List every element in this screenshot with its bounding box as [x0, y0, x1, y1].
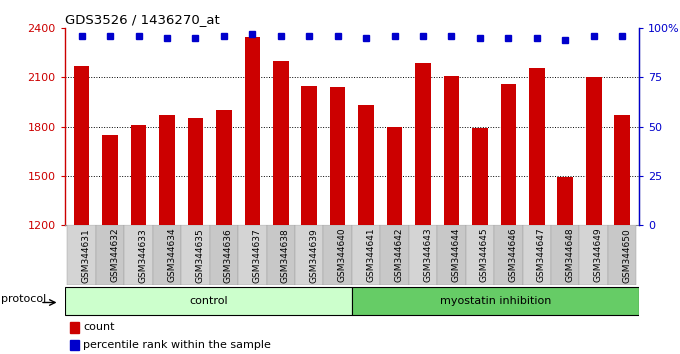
- Text: GDS3526 / 1436270_at: GDS3526 / 1436270_at: [65, 13, 220, 26]
- Text: GSM344634: GSM344634: [167, 228, 176, 282]
- Text: GSM344644: GSM344644: [452, 228, 460, 282]
- Text: count: count: [83, 322, 114, 332]
- Bar: [330, 87, 345, 225]
- Bar: [500, 84, 516, 225]
- Text: GSM344641: GSM344641: [366, 228, 375, 282]
- Bar: [494, 225, 522, 285]
- Bar: [529, 68, 545, 225]
- Bar: [70, 322, 79, 333]
- Text: percentile rank within the sample: percentile rank within the sample: [83, 340, 271, 350]
- FancyBboxPatch shape: [352, 287, 639, 315]
- Bar: [380, 225, 409, 285]
- Bar: [153, 225, 182, 285]
- Text: GSM344648: GSM344648: [565, 228, 574, 282]
- Text: GSM344642: GSM344642: [394, 228, 403, 282]
- Bar: [466, 225, 494, 285]
- Bar: [96, 225, 124, 285]
- Text: GSM344650: GSM344650: [622, 228, 631, 282]
- Bar: [159, 115, 175, 225]
- Text: GSM344633: GSM344633: [139, 228, 148, 282]
- Bar: [188, 118, 203, 225]
- Text: GSM344639: GSM344639: [309, 228, 318, 282]
- Bar: [238, 225, 267, 285]
- Bar: [216, 110, 232, 225]
- Bar: [443, 76, 459, 225]
- FancyBboxPatch shape: [65, 287, 352, 315]
- Bar: [387, 126, 403, 225]
- Text: GSM344631: GSM344631: [82, 228, 90, 282]
- Bar: [74, 66, 90, 225]
- Bar: [273, 61, 288, 225]
- Bar: [102, 135, 118, 225]
- Text: GSM344645: GSM344645: [480, 228, 489, 282]
- Text: control: control: [189, 296, 228, 306]
- Bar: [614, 115, 630, 225]
- Bar: [124, 225, 153, 285]
- Bar: [579, 225, 608, 285]
- Text: GSM344649: GSM344649: [594, 228, 602, 282]
- Text: GSM344640: GSM344640: [338, 228, 347, 282]
- Bar: [558, 177, 573, 225]
- Bar: [608, 225, 636, 285]
- Bar: [415, 63, 431, 225]
- Text: protocol: protocol: [1, 294, 46, 304]
- Bar: [409, 225, 437, 285]
- Bar: [324, 225, 352, 285]
- Text: GSM344647: GSM344647: [537, 228, 546, 282]
- Text: GSM344643: GSM344643: [423, 228, 432, 282]
- Bar: [209, 225, 238, 285]
- Bar: [295, 225, 324, 285]
- Text: GSM344637: GSM344637: [252, 228, 261, 282]
- Bar: [182, 225, 209, 285]
- Bar: [245, 36, 260, 225]
- Text: GSM344632: GSM344632: [110, 228, 119, 282]
- Bar: [67, 225, 96, 285]
- Bar: [70, 340, 79, 350]
- Bar: [586, 78, 602, 225]
- Text: GSM344646: GSM344646: [509, 228, 517, 282]
- Bar: [522, 225, 551, 285]
- Bar: [437, 225, 466, 285]
- Bar: [301, 86, 317, 225]
- Bar: [551, 225, 579, 285]
- Text: GSM344638: GSM344638: [281, 228, 290, 282]
- Bar: [472, 128, 488, 225]
- Text: GSM344636: GSM344636: [224, 228, 233, 282]
- Text: GSM344635: GSM344635: [195, 228, 205, 282]
- Bar: [358, 105, 374, 225]
- Text: myostatin inhibition: myostatin inhibition: [440, 296, 551, 306]
- Bar: [267, 225, 295, 285]
- Bar: [131, 125, 146, 225]
- Bar: [352, 225, 380, 285]
